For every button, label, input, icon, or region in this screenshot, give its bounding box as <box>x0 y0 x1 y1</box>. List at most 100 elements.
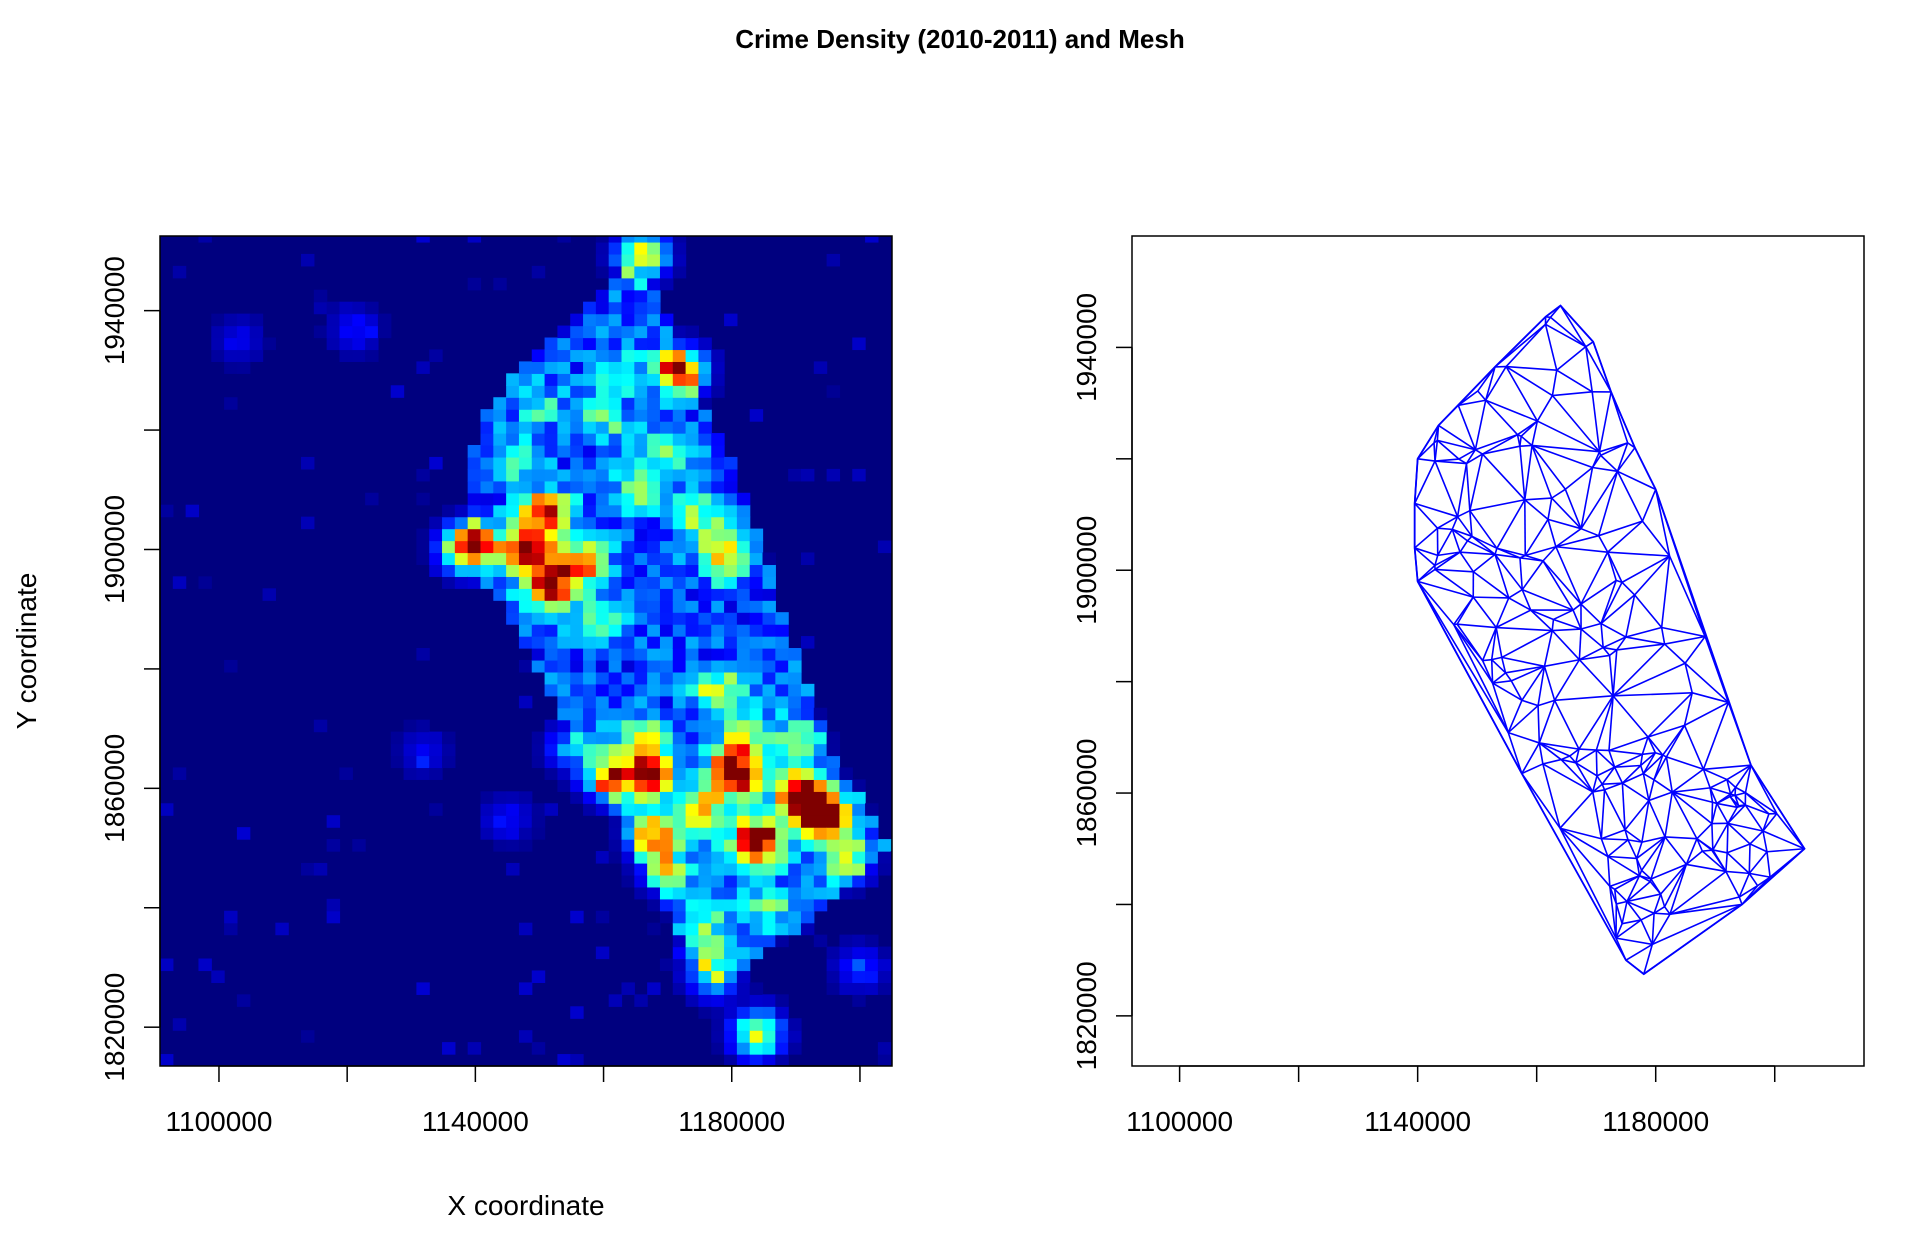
heatmap-cell <box>839 886 853 900</box>
mesh-edge <box>1542 560 1582 605</box>
heatmap-cell <box>865 236 879 243</box>
heatmap-cell <box>583 516 597 530</box>
y-axis-label: Y coordinate <box>11 573 42 730</box>
heatmap-cell <box>493 444 507 458</box>
heatmap-cell <box>852 468 866 482</box>
heatmap-cell <box>749 707 764 721</box>
heatmap-cell <box>570 385 584 398</box>
heatmap-cell <box>762 707 776 721</box>
heatmap-cell <box>711 456 725 470</box>
mesh-edge <box>1696 838 1714 851</box>
heatmap-cell <box>634 349 648 362</box>
heatmap-cell <box>839 946 853 960</box>
heatmap-cell <box>788 683 802 697</box>
heatmap-cell <box>659 612 674 625</box>
heatmap-cell <box>608 468 623 482</box>
mesh-edge <box>1621 782 1650 802</box>
mesh-edge <box>1564 488 1582 529</box>
heatmap-cell <box>608 839 623 852</box>
heatmap-cell <box>595 636 610 649</box>
heatmap-cell <box>711 659 725 673</box>
heatmap-cell <box>416 492 430 506</box>
mesh-edge <box>1762 830 1805 850</box>
heatmap-cell <box>493 277 507 291</box>
heatmap-cell <box>595 468 610 482</box>
heatmap-cell <box>788 791 802 804</box>
heatmap-cell <box>506 552 520 566</box>
mesh-edge <box>1600 623 1604 648</box>
heatmap-cell <box>711 851 725 864</box>
heatmap-cell <box>634 433 648 446</box>
mesh-edge <box>1665 836 1697 840</box>
heatmap-cell <box>647 456 661 470</box>
mesh-edge <box>1661 626 1706 638</box>
heatmap-cell <box>634 636 648 649</box>
heatmap-cell <box>634 862 648 876</box>
heatmap-cell <box>621 815 635 828</box>
heatmap-cell <box>570 409 584 422</box>
heatmap-cell <box>813 934 828 948</box>
heatmap-cell <box>698 922 712 936</box>
heatmap-cell <box>698 409 712 422</box>
heatmap-cell <box>711 779 725 792</box>
mesh-edge <box>1434 568 1474 573</box>
heatmap-cell <box>518 791 533 804</box>
heatmap-cell <box>672 409 687 422</box>
heatmap-cell <box>865 839 879 852</box>
heatmap-cell <box>454 504 469 518</box>
mesh-edge <box>1599 442 1628 453</box>
mesh-edge <box>1744 804 1764 832</box>
mesh-edge <box>1494 554 1510 599</box>
heatmap-cell <box>621 373 635 386</box>
heatmap-cell <box>583 349 597 362</box>
heatmap-cell <box>659 648 674 661</box>
heatmap-cell <box>557 731 571 745</box>
mesh-edge <box>1727 822 1764 832</box>
heatmap-cell <box>493 528 507 542</box>
heatmap-cell <box>467 552 482 566</box>
mesh-edge <box>1475 433 1518 451</box>
heatmap-cell <box>775 612 789 625</box>
heatmap-cell <box>429 743 443 757</box>
heatmap-cell <box>544 516 559 530</box>
heatmap-cell <box>762 934 776 948</box>
heatmap-cell <box>698 707 712 721</box>
heatmap-cell <box>570 767 584 780</box>
heatmap-cell <box>518 588 533 601</box>
heatmap-cell <box>518 444 533 458</box>
heatmap-cell <box>621 636 635 649</box>
mesh-edge <box>1538 742 1562 761</box>
heatmap-cell <box>634 588 648 601</box>
mesh-edge <box>1613 889 1618 904</box>
heatmap-cell <box>480 803 494 816</box>
x-tick-label: 1100000 <box>1126 1106 1233 1137</box>
heatmap-cell <box>762 588 776 601</box>
heatmap-cell <box>621 456 635 470</box>
heatmap-cell <box>736 839 751 852</box>
mesh-edge <box>1654 489 1671 557</box>
heatmap-cell <box>672 265 687 279</box>
mesh-edge <box>1496 499 1526 549</box>
heatmap-cell <box>672 862 687 876</box>
heatmap-cell <box>621 289 635 303</box>
heatmap-cell <box>711 970 725 984</box>
heatmap-cell <box>583 421 597 434</box>
heatmap-cell <box>775 755 789 769</box>
heatmap-cell <box>711 994 725 1007</box>
heatmap-cell <box>775 671 789 685</box>
heatmap-cell <box>416 528 430 542</box>
mesh-edge <box>1625 594 1636 638</box>
mesh-edge <box>1749 872 1771 878</box>
heatmap-cell <box>416 719 430 733</box>
heatmap-cell <box>736 982 751 995</box>
heatmap-cell <box>583 325 597 339</box>
heatmap-cell <box>724 743 738 757</box>
heatmap-cell <box>608 385 623 398</box>
heatmap-cell <box>429 564 443 577</box>
heatmap-cell <box>583 683 597 697</box>
heatmap-cell <box>570 1054 584 1066</box>
mesh-edge <box>1417 580 1455 626</box>
heatmap-cell <box>339 325 353 339</box>
mesh-edge <box>1436 439 1460 460</box>
heatmap-cell <box>365 349 379 362</box>
